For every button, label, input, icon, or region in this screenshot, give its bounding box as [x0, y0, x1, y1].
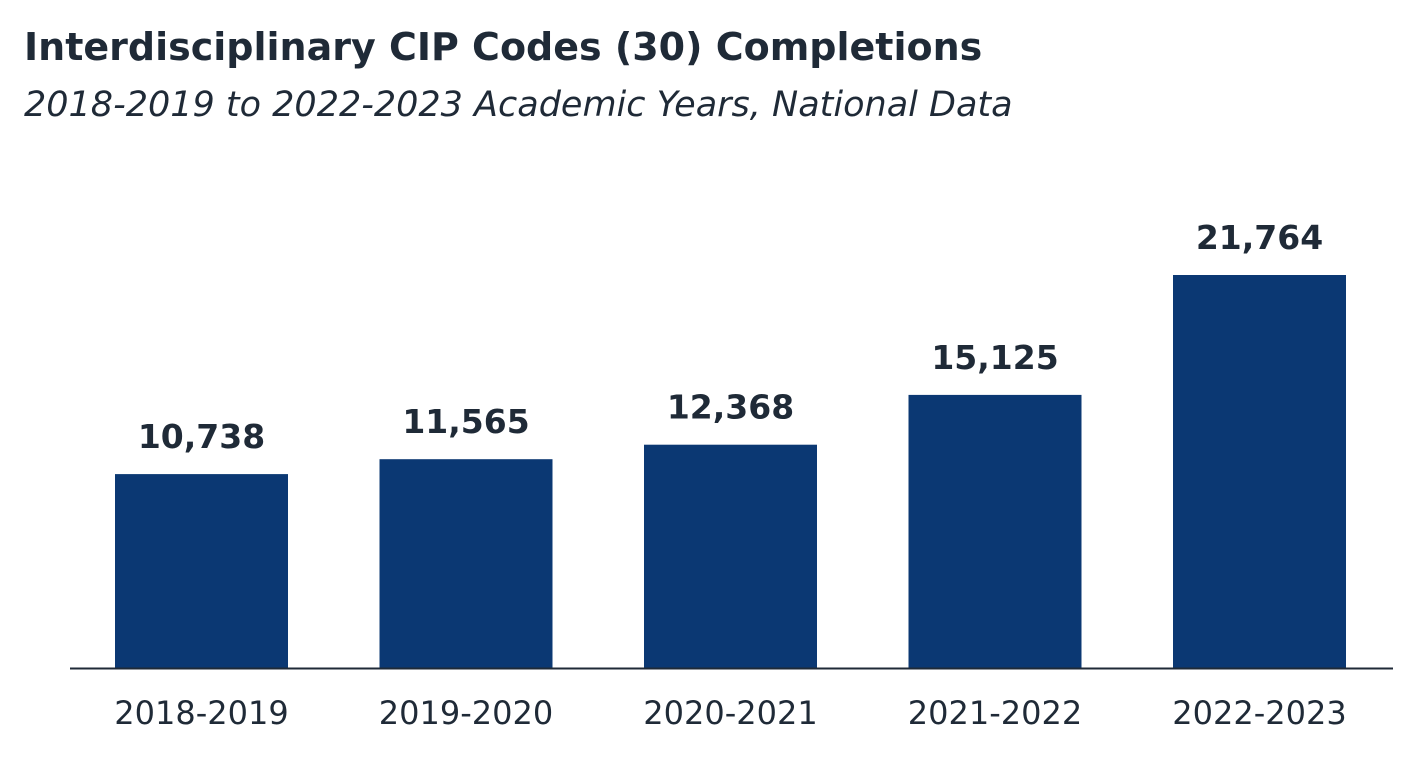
x-tick-label-2022-2023: 2022-2023	[1172, 694, 1346, 732]
bar-2019-2020	[379, 459, 553, 668]
chart-subtitle: 2018-2019 to 2022-2023 Academic Years, N…	[24, 85, 1013, 125]
bars-layer	[115, 275, 1346, 668]
bar-2022-2023	[1173, 275, 1346, 668]
x-tick-labels-layer: 2018-2019 2019-2020 2020-2021 2021-2022 2022…	[114, 694, 1346, 732]
x-tick-label-2020-2021: 2020-2021	[643, 694, 817, 732]
x-tick-label-2019-2020: 2019-2020	[379, 694, 553, 732]
data-label-2021-2022: 15,125	[931, 338, 1058, 377]
bar-2020-2021	[644, 444, 817, 668]
bar-2021-2022	[908, 394, 1082, 668]
bar-2018-2019	[115, 474, 288, 668]
data-label-2020-2021: 12,368	[667, 388, 794, 427]
data-labels-layer: 10,738 11,565 12,368 15,125 21,764	[138, 218, 1323, 456]
data-label-2022-2023: 21,764	[1196, 218, 1323, 257]
x-tick-label-2021-2022: 2021-2022	[908, 694, 1082, 732]
x-tick-label-2018-2019: 2018-2019	[114, 694, 288, 732]
chart-title: Interdisciplinary CIP Codes (30) Complet…	[24, 25, 983, 69]
data-label-2018-2019: 10,738	[138, 417, 265, 456]
data-label-2019-2020: 11,565	[402, 402, 529, 441]
